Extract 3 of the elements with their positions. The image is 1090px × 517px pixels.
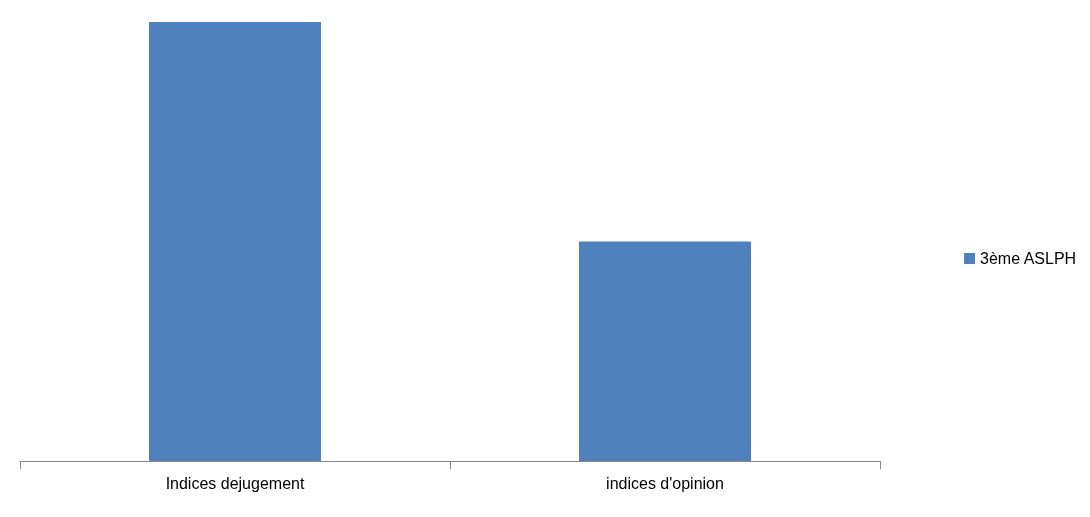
x-tick-label: Indices dejugement [165,474,305,492]
x-tick-label: indices d'opinion [606,474,724,492]
legend-label: 3ème ASLPH [980,250,1077,267]
